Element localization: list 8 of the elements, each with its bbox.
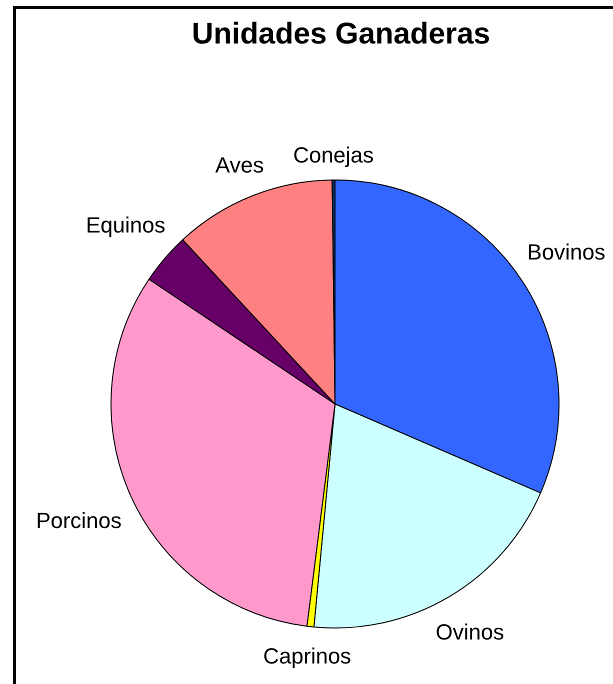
chart-title: Unidades Ganaderas <box>192 18 490 50</box>
slice-label: Bovinos <box>527 240 606 265</box>
slice-label: Conejas <box>293 142 374 168</box>
slice-label: Caprinos <box>263 644 352 669</box>
slice-label: Ovinos <box>436 620 504 645</box>
slice-label: Porcinos <box>36 508 122 534</box>
slice-label: Equinos <box>86 212 166 238</box>
slice-label: Aves <box>215 152 264 178</box>
